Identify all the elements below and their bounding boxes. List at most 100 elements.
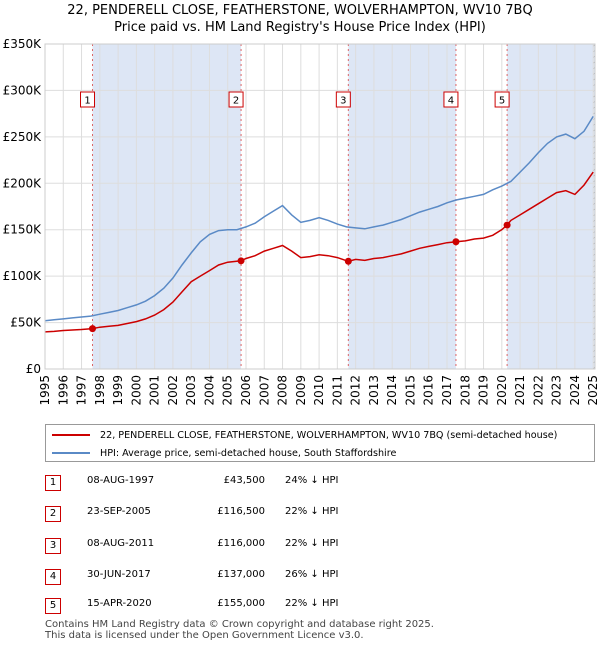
legend-label-sale: 22, PENDERELL CLOSE, FEATHERSTONE, WOLVE… bbox=[100, 429, 558, 441]
ownership-band bbox=[507, 44, 595, 369]
legend-item-sale: 22, PENDERELL CLOSE, FEATHERSTONE, WOLVE… bbox=[52, 426, 557, 444]
x-tick-label: 2011 bbox=[330, 375, 344, 406]
sale-marker-group: 2 bbox=[228, 91, 244, 108]
sale-price: £116,000 bbox=[217, 538, 265, 549]
sale-number-badge: 5 bbox=[45, 598, 61, 614]
sale-date: 08-AUG-2011 bbox=[87, 538, 155, 549]
y-tick-label: £100K bbox=[3, 269, 43, 283]
sale-row: 3 08-AUG-2011 £116,000 22% ↓ HPI bbox=[45, 535, 405, 555]
sale-marker-group: 4 bbox=[443, 91, 459, 108]
y-tick-label: £50K bbox=[10, 316, 42, 330]
footer-line-2: This data is licensed under the Open Gov… bbox=[45, 630, 364, 641]
sale-point bbox=[344, 257, 352, 265]
sale-row: 4 30-JUN-2017 £137,000 26% ↓ HPI bbox=[45, 566, 405, 586]
sale-marker-label: 2 bbox=[233, 96, 239, 107]
projection-hatch bbox=[593, 44, 595, 369]
sale-marker-label: 1 bbox=[84, 96, 90, 107]
price-chart: 1 2 3 4 5 £0 £50K £100K £150K £200K £250K £300K £350… bbox=[3, 37, 600, 406]
sale-hpi-diff: 22% ↓ HPI bbox=[285, 598, 339, 609]
x-tick-label: 2003 bbox=[184, 375, 198, 406]
sale-date: 30-JUN-2017 bbox=[87, 569, 151, 580]
x-tick-label: 2024 bbox=[568, 375, 582, 406]
sale-point bbox=[237, 257, 245, 265]
y-tick-label: £150K bbox=[3, 223, 43, 237]
sale-hpi-diff: 24% ↓ HPI bbox=[285, 475, 339, 486]
y-tick-label: £200K bbox=[3, 176, 43, 190]
y-tick-label: £250K bbox=[3, 130, 43, 144]
sale-marker-box bbox=[335, 91, 351, 108]
x-tick-label: 2018 bbox=[458, 375, 472, 406]
chart-legend: 22, PENDERELL CLOSE, FEATHERSTONE, WOLVE… bbox=[45, 424, 595, 462]
plot-frame bbox=[44, 43, 596, 370]
sale-hpi-diff: 26% ↓ HPI bbox=[285, 569, 339, 580]
sale-date: 15-APR-2020 bbox=[87, 598, 152, 609]
sale-marker-box bbox=[443, 91, 459, 108]
x-tick-label: 2010 bbox=[312, 375, 326, 406]
y-tick-label: £350K bbox=[3, 37, 43, 51]
x-tick-label: 2017 bbox=[440, 375, 454, 406]
x-tick-label: 2021 bbox=[513, 375, 527, 406]
footer-attribution: Contains HM Land Registry data © Crown c… bbox=[45, 619, 434, 641]
sale-date: 23-SEP-2005 bbox=[87, 506, 151, 517]
sale-marker-group: 3 bbox=[335, 91, 351, 108]
legend-label-hpi: HPI: Average price, semi-detached house,… bbox=[100, 447, 397, 459]
footer-line-1: Contains HM Land Registry data © Crown c… bbox=[45, 619, 434, 630]
x-tick-label: 1995 bbox=[38, 375, 52, 406]
sale-row: 5 15-APR-2020 £155,000 22% ↓ HPI bbox=[45, 595, 405, 615]
sale-marker-group: 1 bbox=[80, 91, 96, 108]
x-tick-label: 2016 bbox=[422, 375, 436, 406]
x-tick-label: 1996 bbox=[56, 375, 70, 406]
hpi-line bbox=[44, 116, 594, 322]
chart-subtitle: Price paid vs. HM Land Registry's House … bbox=[114, 20, 486, 35]
x-tick-label: 2005 bbox=[221, 375, 235, 406]
sale-number-badge: 3 bbox=[45, 538, 61, 554]
sale-marker-label: 3 bbox=[340, 96, 346, 107]
x-tick-label: 2001 bbox=[148, 375, 162, 406]
sale-hpi-diff: 22% ↓ HPI bbox=[285, 538, 339, 549]
legend-swatch-sale bbox=[52, 434, 90, 436]
x-tick-label: 2004 bbox=[202, 375, 216, 406]
x-tick-label: 2009 bbox=[294, 375, 308, 406]
x-tick-label: 2020 bbox=[495, 375, 509, 406]
sale-hpi-diff: 22% ↓ HPI bbox=[285, 506, 339, 517]
x-tick-label: 1997 bbox=[75, 375, 89, 406]
sale-point bbox=[452, 238, 460, 246]
x-tick-label: 2013 bbox=[367, 375, 381, 406]
x-tick-label: 2023 bbox=[550, 375, 564, 406]
x-tick-label: 1998 bbox=[93, 375, 107, 406]
x-tick-label: 2008 bbox=[276, 375, 290, 406]
sale-marker-box bbox=[228, 91, 244, 108]
x-tick-label: 1999 bbox=[111, 375, 125, 406]
legend-swatch-hpi bbox=[52, 452, 90, 454]
x-tick-label: 2006 bbox=[239, 375, 253, 406]
sale-number-badge: 4 bbox=[45, 569, 61, 585]
chart-title-block: 22, PENDERELL CLOSE, FEATHERSTONE, WOLVE… bbox=[0, 2, 600, 36]
x-tick-label: 2000 bbox=[129, 375, 143, 406]
sale-marker-box bbox=[494, 91, 510, 108]
sale-price: £137,000 bbox=[217, 569, 265, 580]
sale-row: 1 08-AUG-1997 £43,500 24% ↓ HPI bbox=[45, 472, 405, 492]
x-tick-label: 2019 bbox=[477, 375, 491, 406]
sale-marker-group: 5 bbox=[494, 91, 510, 108]
x-tick-label: 2014 bbox=[385, 375, 399, 406]
x-tick-label: 2012 bbox=[349, 375, 363, 406]
ownership-band bbox=[92, 44, 242, 369]
legend-item-hpi: HPI: Average price, semi-detached house,… bbox=[52, 444, 396, 462]
sale-point bbox=[503, 221, 511, 229]
sale-marker-label: 4 bbox=[448, 96, 454, 107]
sale-price: £116,500 bbox=[217, 506, 265, 517]
sale-date: 08-AUG-1997 bbox=[87, 475, 155, 486]
sale-price: £43,500 bbox=[223, 475, 265, 486]
sale-number-badge: 2 bbox=[45, 506, 61, 522]
sale-marker-label: 5 bbox=[499, 96, 505, 107]
x-tick-label: 2022 bbox=[531, 375, 545, 406]
sale-marker-box bbox=[80, 91, 96, 108]
x-tick-label: 2002 bbox=[166, 375, 180, 406]
sale-row: 2 23-SEP-2005 £116,500 22% ↓ HPI bbox=[45, 503, 405, 523]
sale-price: £155,000 bbox=[217, 598, 265, 609]
x-tick-label: 2025 bbox=[586, 375, 600, 406]
x-tick-label: 2007 bbox=[257, 375, 271, 406]
chart-title: 22, PENDERELL CLOSE, FEATHERSTONE, WOLVE… bbox=[67, 3, 533, 18]
sale-number-badge: 1 bbox=[45, 475, 61, 491]
sale-point bbox=[89, 325, 97, 333]
